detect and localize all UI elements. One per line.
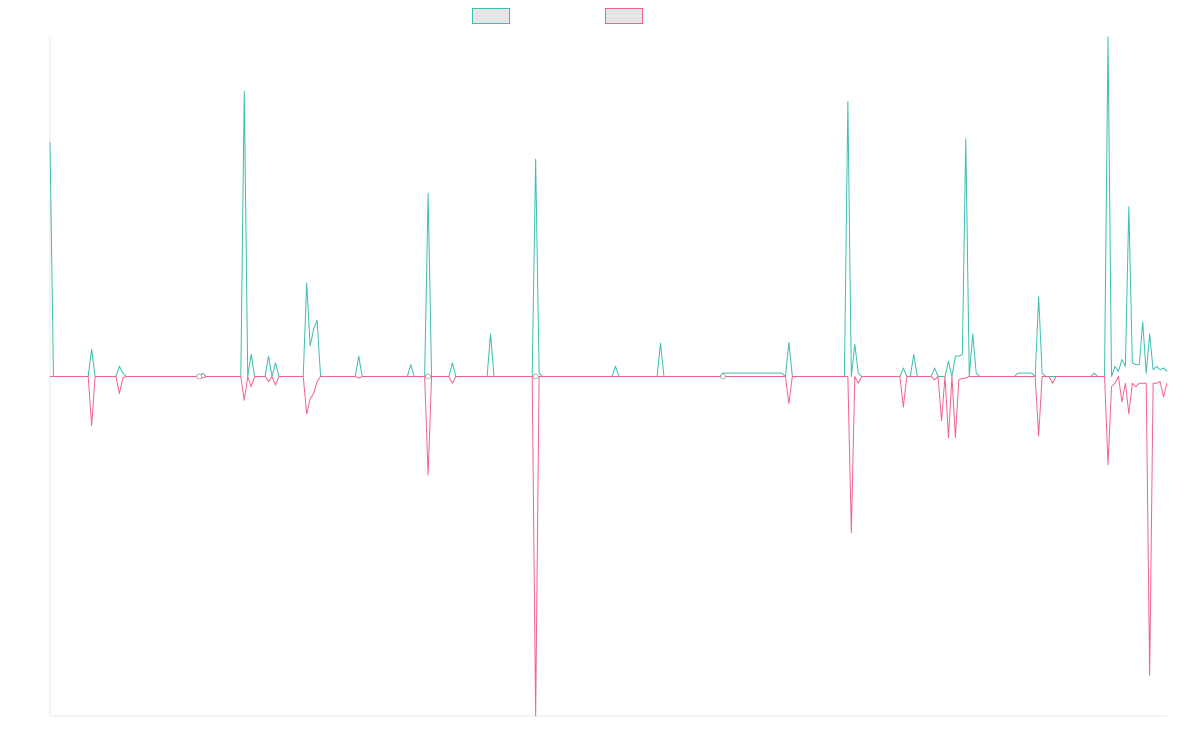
legend [0,8,1200,28]
legend-item-2[interactable] [605,8,643,24]
legend-swatch-2 [605,8,643,24]
series-line-2 [50,376,1168,717]
series-line-1 [49,36,1168,377]
baseline-dot-2 [425,373,432,380]
legend-swatch-1 [472,8,510,24]
baseline-dot-4 [720,373,726,380]
series-layer [49,36,1168,717]
baseline-dot-3 [532,373,539,380]
legend-item-1[interactable] [472,8,510,24]
baseline-dot-1 [196,373,203,380]
